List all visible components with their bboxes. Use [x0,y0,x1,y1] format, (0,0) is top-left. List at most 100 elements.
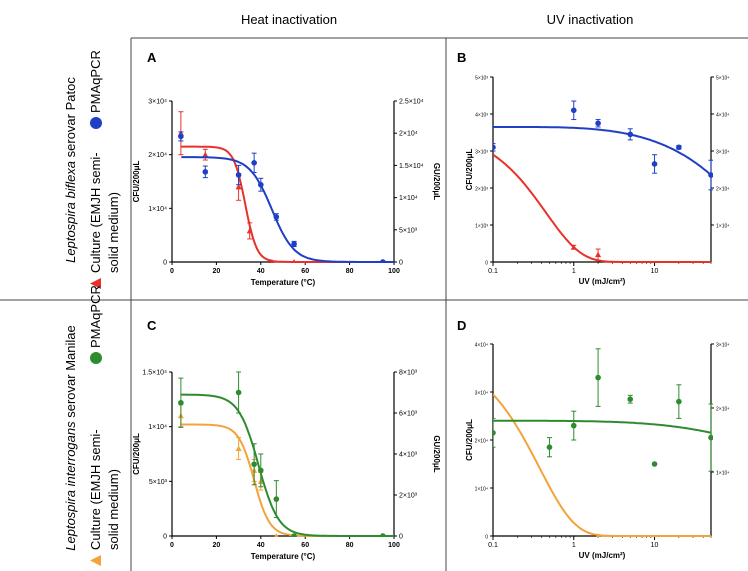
panel-D: D 0 1×10⁴ 2×10⁴ 3×10⁴ 4×10⁴ 1×10⁴ 2×10⁴ 3×10⁴ 0.1… [457,318,729,560]
legend-culture-bottom-2: solid medium) [106,469,121,550]
legend-blue-circle [90,117,102,129]
data-point [380,533,386,537]
x-tick-label: 80 [346,542,354,549]
x-axis-label: Temperature (°C) [251,278,316,287]
legend-green-circle [90,352,102,364]
panel-letter: C [147,318,157,333]
data-point [274,533,279,537]
y-tick-label: 2×10³ [475,187,488,193]
panel-C: C 0 5×10³ 1×10⁴ 1.5×10⁴ 0 2×10³ 4×10³ 6×10³ 8×10³… [132,318,441,561]
row-label-bottom-title: Leptospira interrogans serovar Manilae [63,325,78,550]
x-tick-label: 60 [301,268,309,275]
y-tick-label: 1×10⁴ [148,424,167,431]
data-point [570,244,577,250]
x-tick-label: 20 [213,542,221,549]
legend-pmaqpcr-bottom: PMAqPCR [88,285,103,348]
fit-curve [493,393,711,537]
data-point [273,214,280,220]
data-point [627,396,634,403]
data-point [178,399,184,406]
x-tick-label: 40 [257,542,265,549]
data-point [258,181,264,188]
y2-tick-label: 4×10³ [399,452,418,459]
panel-A: A 0 1×10⁴ 2×10⁴ 3×10⁴ 0 5×10³ 1×10⁴ 1.5×10⁴ 2×10⁴… [132,50,441,287]
y2-tick-label: 1×10⁴ [716,224,729,230]
x-tick-label: 0 [170,542,174,549]
chart-panels: A 0 1×10⁴ 2×10⁴ 3×10⁴ 0 5×10³ 1×10⁴ 1.5×10⁴ 2×10⁴… [132,50,729,561]
y2-tick-label: 4×10⁴ [716,113,729,119]
data-point [246,227,253,234]
x-tick-label: 1 [572,268,576,275]
x-tick-label: 60 [301,542,309,549]
y-axis-label: CFU/200μL [132,433,141,475]
legend-red-triangle [90,278,101,289]
y-tick-label: 2×10⁴ [475,439,488,445]
legend-orange-triangle [90,555,101,566]
legend-culture-bottom-1: Culture (EMJH semi- [88,429,103,550]
y2-tick-label: 2.5×10⁴ [399,99,424,106]
panel-letter: A [147,50,157,65]
fit-curve [181,145,394,263]
data-point [651,161,658,167]
fit-curve [493,126,712,176]
x-tick-label: 40 [257,268,265,275]
x-axis-label: UV (mJ/cm²) [579,277,626,286]
data-point [493,144,496,151]
row-label-top-title: Leptospira biflexa serovar Patoc [63,77,78,263]
y2-tick-label: 1×10⁴ [399,195,418,202]
x-axis-label: UV (mJ/cm²) [579,551,626,560]
series-red [493,153,711,263]
x-tick-label: 0 [170,268,174,275]
y2-tick-label: 0 [399,260,403,267]
fit-curve [181,423,394,537]
column-header-uv: UV inactivation [547,12,634,27]
fit-curve [493,419,712,434]
legend-pmaqpcr-top: PMAqPCR [88,50,103,113]
data-point [676,398,682,405]
data-point [251,160,257,166]
data-point [708,434,713,441]
data-point [595,251,602,258]
data-point [380,259,386,263]
y-axis-label: CFU/200μL [465,148,474,190]
series-green [178,371,394,537]
data-point [258,467,264,474]
data-point [595,120,601,127]
y-tick-label: 5×10³ [149,479,168,486]
y-tick-label: 3×10⁴ [148,99,167,106]
fit-curve [181,156,394,263]
series-blue [493,100,713,191]
x-tick-label: 10 [651,268,659,275]
x-tick-label: 20 [213,268,221,275]
y-tick-label: 1×10³ [475,224,488,230]
y-tick-label: 5×10³ [475,76,488,82]
x-tick-label: 10 [651,542,659,549]
data-point [178,133,184,140]
y2-tick-label: 3×10⁴ [716,150,729,156]
y2-tick-label: 2×10⁴ [716,187,729,193]
y2-tick-label: 5×10⁴ [716,76,729,82]
fit-curve [493,153,711,263]
y-axis-label: CFU/200μL [465,419,474,461]
data-point [570,107,577,114]
y2-axis-label: GU/200μL [432,163,441,200]
y-tick-label: 2×10⁴ [148,152,167,159]
x-tick-label: 80 [346,268,354,275]
y2-tick-label: 5×10³ [399,227,418,234]
y-tick-label: 0 [163,534,167,541]
y2-tick-label: 8×10³ [399,370,418,377]
data-point [595,374,601,381]
row-label-bottom: Leptospira interrogans serovar Manilae P… [63,285,121,566]
data-point [651,461,658,467]
y2-tick-label: 2×10³ [399,493,418,500]
y-tick-label: 0 [163,260,167,267]
series-orange [493,393,711,537]
x-tick-label: 0.1 [488,542,498,549]
series-red [177,111,394,263]
series-green [493,348,713,472]
y2-tick-label: 1.5×10⁴ [399,163,424,170]
x-tick-label: 100 [388,268,400,275]
column-header-heat: Heat inactivation [241,12,337,27]
x-tick-label: 100 [388,542,400,549]
